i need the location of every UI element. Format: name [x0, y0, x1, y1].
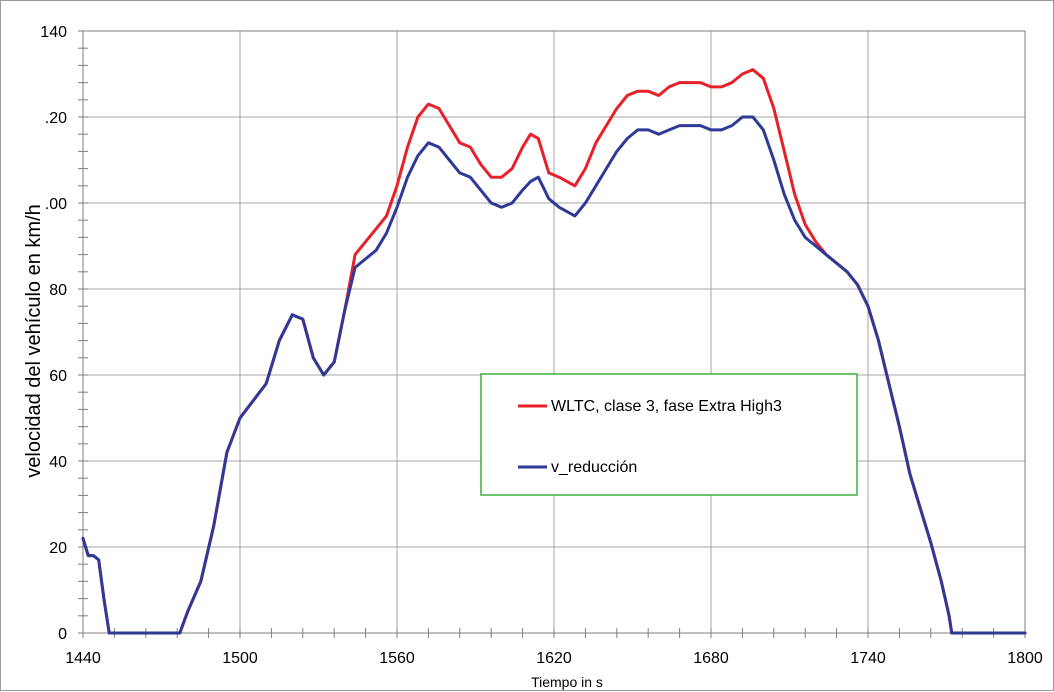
grid	[82, 30, 1026, 634]
legend-box	[480, 373, 858, 496]
y-tick-label: 140	[40, 24, 67, 41]
series-line-2	[81, 115, 1027, 635]
x-tick-label: 1560	[379, 650, 415, 667]
legend-label-series-1: WLTC, clase 3, fase Extra High3	[551, 398, 782, 415]
y-tick-label: 20	[49, 540, 67, 557]
plot-area	[82, 30, 1026, 634]
x-tick-labels: 1440 1500 1560 1620 1680 1740 1800	[65, 650, 1043, 667]
legend: WLTC, clase 3, fase Extra High3 v_reducc…	[480, 373, 858, 496]
x-axis-title: Tiempo in s	[531, 674, 603, 690]
x-tick-label: 1620	[536, 650, 572, 667]
y-tick-label: .00	[45, 196, 67, 213]
x-tick-label: 1440	[65, 650, 101, 667]
y-tick-label: 60	[49, 368, 67, 385]
x-tick-label: 1800	[1007, 650, 1043, 667]
x-tick-label: 1740	[850, 650, 886, 667]
y-tick-label: 40	[49, 454, 67, 471]
y-tick-label: 0	[58, 626, 67, 643]
series-layer	[81, 68, 1027, 635]
y-tick-label: .20	[45, 110, 67, 127]
x-tick-label: 1680	[693, 650, 729, 667]
x-tick-label: 1500	[222, 650, 258, 667]
y-tick-labels: 0 20 40 60 80 .00 .20 140	[40, 24, 67, 643]
legend-label-series-2: v_reducción	[551, 459, 637, 476]
y-axis-title: velocidad del vehículo en km/h	[23, 204, 45, 478]
y-tick-label: 80	[49, 282, 67, 299]
